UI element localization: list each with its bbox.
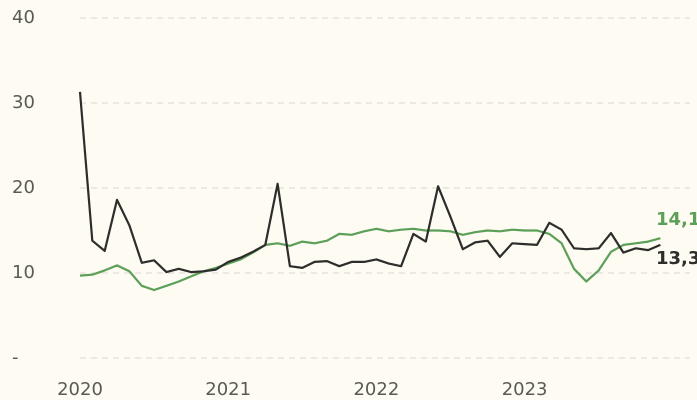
y-tick-label: 40 (12, 7, 35, 28)
y-tick-label: 30 (12, 92, 35, 113)
line (79, 227, 661, 292)
x-tick-label: 2020 (57, 379, 103, 400)
y-tick-label: 10 (12, 262, 35, 283)
x-tick-label: 2023 (502, 379, 548, 400)
y-tick-label: 20 (12, 177, 35, 198)
line (78, 91, 661, 274)
value-label: 13,3 (656, 248, 697, 269)
y-tick-label: - (12, 347, 19, 368)
x-tick-label: 2022 (353, 379, 399, 400)
x-tick-label: 2021 (205, 379, 251, 400)
value-label: 14,1 (656, 209, 697, 230)
